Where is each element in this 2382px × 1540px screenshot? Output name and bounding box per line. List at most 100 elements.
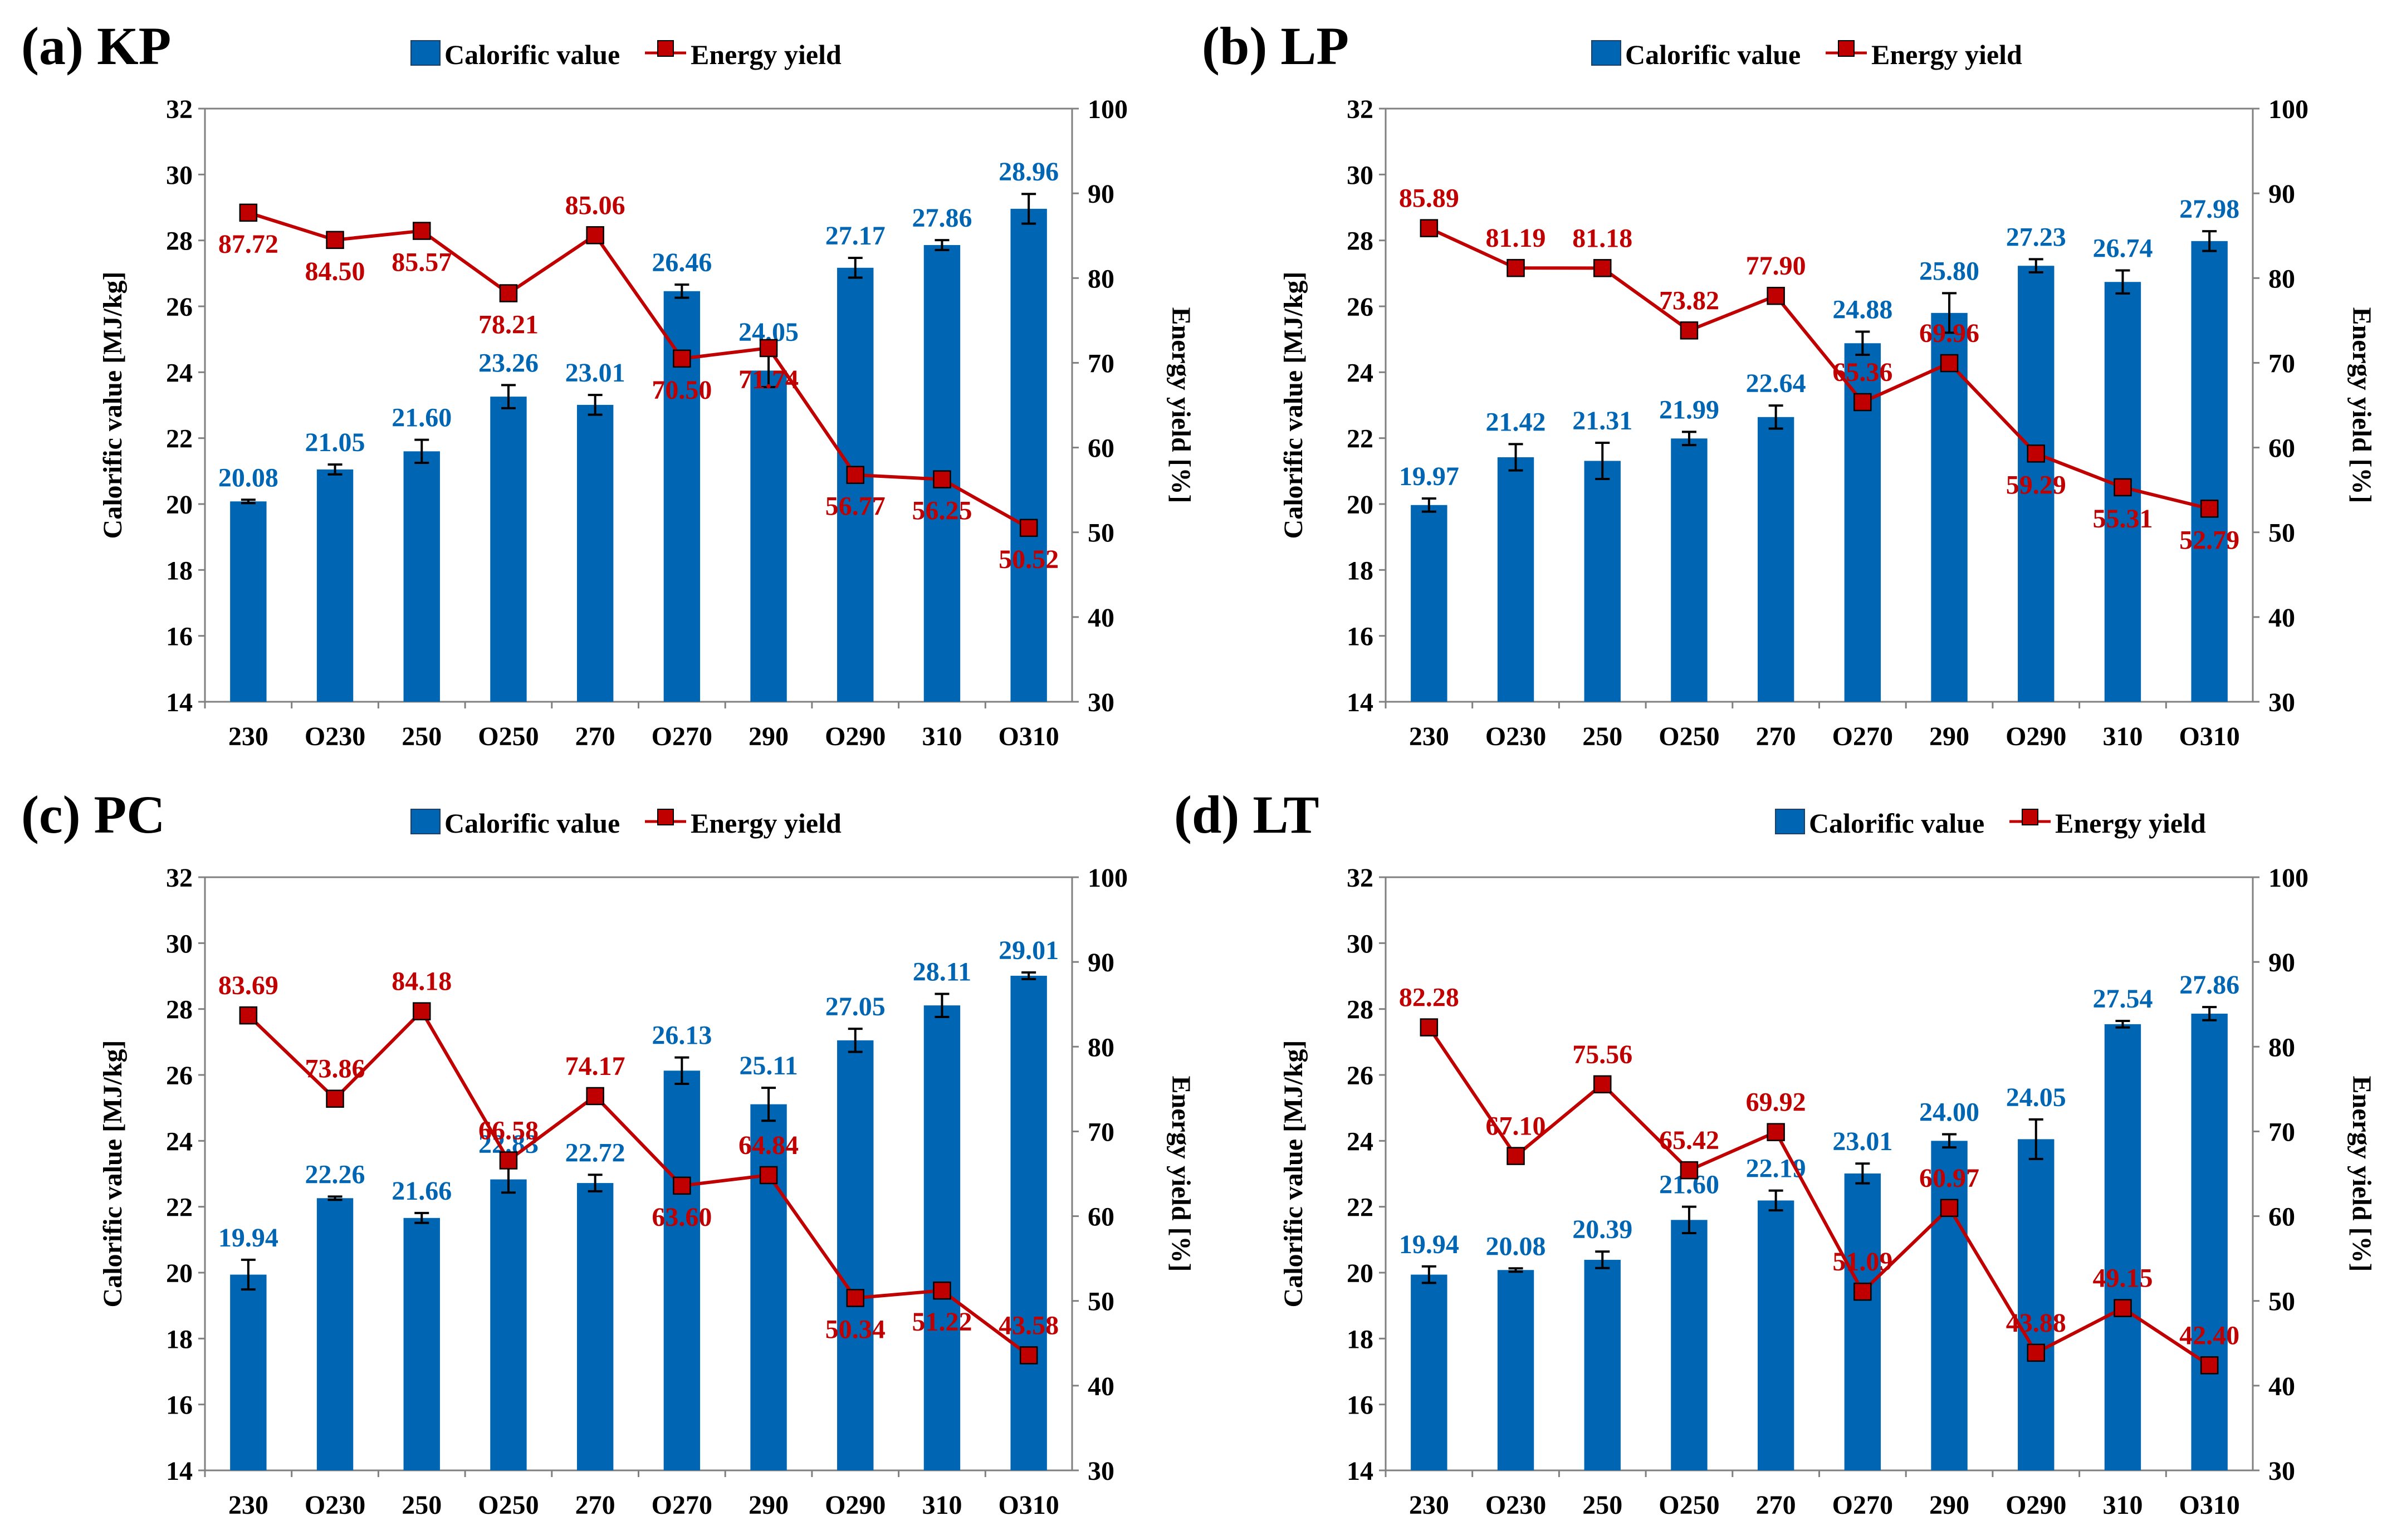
bar-data-label: 23.26 <box>478 348 539 378</box>
marker-energy-yield <box>1853 1282 1872 1301</box>
bar-data-label: 27.23 <box>2006 222 2066 252</box>
line-data-label: 81.18 <box>1572 223 1632 253</box>
x-tick-label: 310 <box>2102 722 2143 751</box>
line-data-label: 51.09 <box>1832 1247 1892 1277</box>
y2-tick-label: 90 <box>2268 948 2295 977</box>
marker-energy-yield <box>933 1281 951 1300</box>
legend-label-energy: Energy yield <box>691 808 842 839</box>
legend-label-calorific: Calorific value <box>1809 808 1984 839</box>
y2-tick-label: 70 <box>1088 349 1114 378</box>
y-tick-label: 20 <box>1347 490 1373 520</box>
y2-tick-label: 60 <box>2268 434 2295 463</box>
y2-tick-label: 100 <box>2268 95 2308 124</box>
marker-energy-yield <box>1507 1147 1525 1165</box>
chart-panel-4: (d) LT Calorific value Energy yield 14 16 18 2… <box>1174 785 2376 1520</box>
chart-panel-1: (a) KP Calorific value Energy yield 14 16 18 2… <box>21 16 1196 751</box>
y2-tick-label: 40 <box>2268 1372 2295 1401</box>
bar-data-label: 28.11 <box>913 957 971 986</box>
x-tick-label: O310 <box>998 1490 1059 1520</box>
x-tick-label: 290 <box>1929 1490 1969 1520</box>
legend-swatch-calorific <box>1775 809 1805 834</box>
bar-data-label: 22.72 <box>565 1138 625 1167</box>
y2-tick-label: 40 <box>1088 603 1114 633</box>
marker-energy-yield <box>326 231 344 250</box>
line-data-label: 65.42 <box>1659 1126 1719 1155</box>
y-axis-title: Calorific value [MJ/kg] <box>98 1040 128 1308</box>
y2-tick-label: 50 <box>1088 519 1114 548</box>
line-data-label: 74.17 <box>565 1052 625 1081</box>
y-tick-label: 28 <box>166 995 193 1025</box>
y-tick-label: 26 <box>166 292 193 322</box>
bar-data-label: 22.26 <box>305 1160 365 1189</box>
line-data-label: 81.19 <box>1486 223 1546 253</box>
line-data-label: 64.84 <box>738 1131 799 1160</box>
y-tick-label: 24 <box>166 1127 193 1156</box>
line-energy-yield <box>247 211 1030 530</box>
y2-tick-label: 30 <box>2268 1456 2295 1486</box>
x-tick-label: 270 <box>1756 1490 1796 1520</box>
bar-calorific <box>1010 975 1047 1470</box>
x-tick-label: 250 <box>1582 1490 1622 1520</box>
bar-data-label: 27.17 <box>825 221 886 251</box>
marker-energy-yield <box>1680 321 1699 340</box>
marker-energy-yield <box>413 1002 431 1020</box>
y-tick-label: 32 <box>166 863 193 893</box>
bar-calorific <box>316 1198 354 1470</box>
bar-data-label: 21.05 <box>305 428 365 457</box>
x-tick-label: O270 <box>652 722 712 751</box>
bar-data-label: 27.98 <box>2179 194 2239 224</box>
x-tick-label: O250 <box>478 722 539 751</box>
y-tick-label: 16 <box>1347 622 1373 652</box>
marker-energy-yield <box>586 1087 604 1106</box>
x-tick-label: O250 <box>1659 1490 1719 1520</box>
x-tick-label: O230 <box>305 722 365 751</box>
y-tick-label: 30 <box>166 160 193 190</box>
marker-energy-yield <box>1593 259 1612 277</box>
line-data-label: 69.92 <box>1746 1088 1806 1117</box>
chart-panel-2: (b) LP Calorific value Energy yield 14 16 18 2… <box>1202 16 2376 751</box>
x-tick-label: 290 <box>749 1490 789 1520</box>
y2-tick-label: 90 <box>2268 179 2295 209</box>
line-data-label: 67.10 <box>1486 1112 1546 1141</box>
bar-calorific <box>316 469 354 702</box>
line-data-label: 51.22 <box>912 1307 972 1337</box>
line-data-label: 49.15 <box>2092 1264 2153 1293</box>
line-data-label: 56.77 <box>825 492 886 521</box>
y-tick-label: 22 <box>1347 1193 1373 1223</box>
y2-tick-label: 90 <box>1088 179 1114 209</box>
panel-label: (c) PC <box>21 785 165 844</box>
legend-label-energy: Energy yield <box>691 39 842 70</box>
y2-tick-label: 80 <box>1088 1033 1114 1062</box>
bar-calorific <box>1757 1200 1794 1470</box>
marker-energy-yield <box>1019 519 1038 537</box>
y-tick-label: 18 <box>1347 1324 1373 1354</box>
bar-data-label: 26.46 <box>652 248 712 277</box>
y2-tick-label: 60 <box>1088 1202 1114 1232</box>
y2-tick-label: 70 <box>2268 1117 2295 1147</box>
bar-data-label: 20.08 <box>1486 1231 1546 1261</box>
y-tick-label: 14 <box>1347 688 1373 717</box>
bar-calorific <box>1584 461 1621 702</box>
line-data-label: 87.72 <box>218 229 278 259</box>
marker-energy-yield <box>2027 1343 2045 1362</box>
x-tick-label: 230 <box>1409 1490 1449 1520</box>
line-data-label: 71.74 <box>738 365 799 394</box>
line-data-label: 84.50 <box>305 257 365 286</box>
y-tick-label: 20 <box>166 490 193 520</box>
line-data-label: 52.79 <box>2179 525 2239 555</box>
bar-calorific <box>2018 266 2055 702</box>
y2-tick-label: 100 <box>2268 863 2308 893</box>
y-tick-label: 20 <box>166 1259 193 1288</box>
marker-energy-yield <box>673 349 691 368</box>
marker-energy-yield <box>239 1006 258 1025</box>
bar-calorific <box>1671 438 1708 702</box>
bar-calorific <box>230 1274 267 1470</box>
y-tick-label: 22 <box>1347 424 1373 454</box>
y2-tick-label: 100 <box>1088 863 1128 893</box>
bar-calorific <box>1497 457 1534 702</box>
y-tick-label: 14 <box>166 688 193 717</box>
line-data-label: 42.40 <box>2179 1321 2239 1350</box>
bar-data-label: 21.42 <box>1486 407 1546 437</box>
